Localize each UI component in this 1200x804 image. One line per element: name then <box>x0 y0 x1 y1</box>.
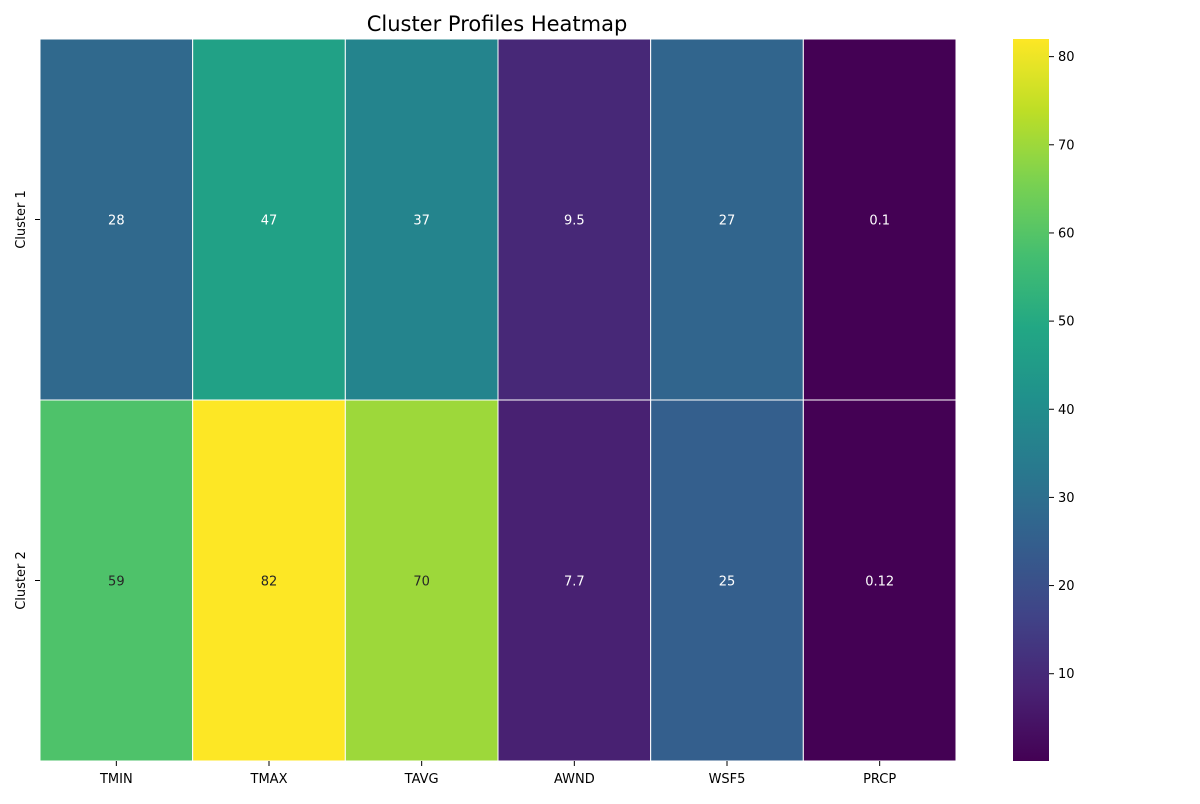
colorbar-tick-label: 10 <box>1058 667 1075 682</box>
cell-value-label: 37 <box>413 214 430 229</box>
colorbar-tick-label: 50 <box>1058 315 1075 330</box>
cell-value-label: 27 <box>719 214 736 229</box>
heatmap-cell <box>192 38 346 401</box>
cell-value-label: 70 <box>413 575 430 590</box>
heatmap-cell <box>497 399 652 762</box>
heatmap-cell <box>802 399 957 762</box>
cell-value-label: 7.7 <box>564 575 585 590</box>
cell-value-label: 25 <box>719 575 736 590</box>
heatmap-cell <box>802 38 957 401</box>
heatmap-cell <box>39 38 194 401</box>
cell-value-label: 0.12 <box>865 575 894 590</box>
colorbar-tick-label: 20 <box>1058 579 1075 594</box>
x-tick-label: TAVG <box>404 772 439 787</box>
x-axis: TMIN TMAX TAVG AWND WSF5 PRCP <box>99 761 896 787</box>
y-axis: Cluster 1 Cluster 2 <box>14 190 40 610</box>
colorbar-tick-label: 40 <box>1058 403 1075 418</box>
cell-value-label: 9.5 <box>564 214 585 229</box>
cell-value-label: 47 <box>261 214 278 229</box>
colorbar-tick-label: 60 <box>1058 226 1075 241</box>
cell-value-label: 82 <box>261 575 278 590</box>
cell-value-label: 59 <box>108 575 125 590</box>
cell-annotations: 28 47 37 9.5 27 0.1 59 82 70 7.7 25 0.12 <box>108 214 894 590</box>
y-tick-label: Cluster 2 <box>14 551 29 610</box>
heatmap-cell <box>192 399 346 762</box>
colorbar-tick-label: 30 <box>1058 491 1075 506</box>
heatmap-cell <box>344 38 499 401</box>
x-tick-label: TMAX <box>250 772 288 787</box>
colorbar-tick-label: 70 <box>1058 138 1075 153</box>
x-tick-label: AWND <box>554 772 595 787</box>
x-tick-label: PRCP <box>863 772 896 787</box>
heatmap-cell <box>650 38 804 401</box>
colorbar-tick-label: 80 <box>1058 50 1075 65</box>
chart-title: Cluster Profiles Heatmap <box>367 12 628 36</box>
x-tick-label: TMIN <box>99 772 133 787</box>
heatmap-cell <box>39 399 194 762</box>
y-tick-label: Cluster 1 <box>14 190 29 249</box>
x-tick-label: WSF5 <box>709 772 746 787</box>
heatmap-cells <box>39 38 957 762</box>
colorbar: 10 20 30 40 50 60 70 80 <box>1013 39 1075 761</box>
cell-value-label: 0.1 <box>869 214 890 229</box>
heatmap-cell <box>497 38 652 401</box>
colorbar-gradient <box>1013 39 1049 761</box>
cell-value-label: 28 <box>108 214 125 229</box>
